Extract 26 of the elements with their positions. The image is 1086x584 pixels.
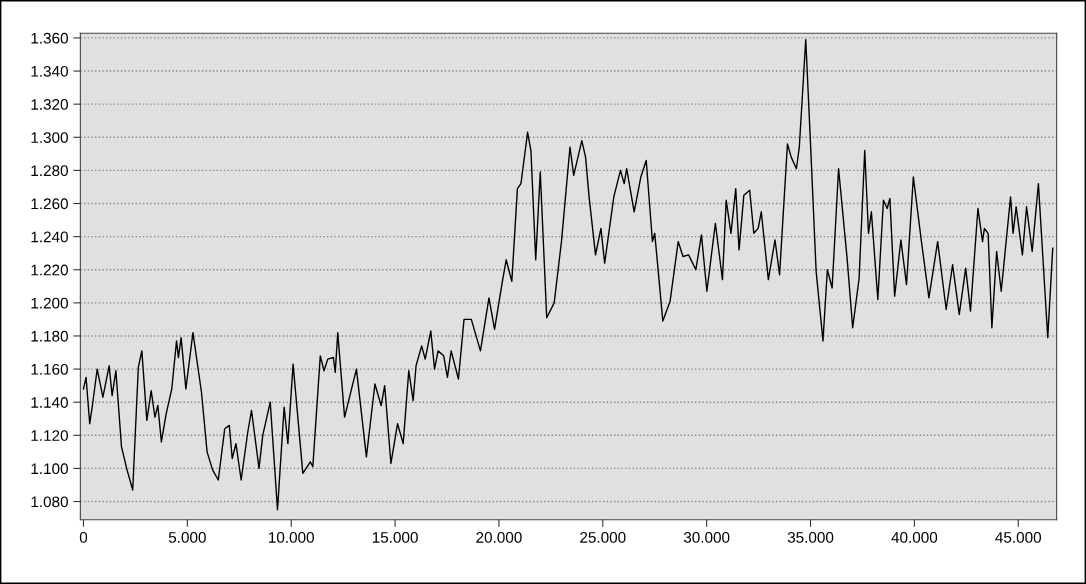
y-tick-label: 1.220 (31, 264, 68, 276)
y-tick-label: 1.100 (31, 463, 68, 475)
x-tick-label: 15.000 (372, 531, 418, 543)
x-tick-label: 35.000 (787, 531, 834, 543)
y-tick-label: 1.080 (31, 496, 68, 508)
y-tick-label: 1.280 (31, 165, 68, 177)
y-tick-label: 1.340 (31, 65, 68, 77)
y-tick-label: 1.160 (31, 363, 68, 375)
y-tick-label: 1.120 (31, 430, 68, 441)
x-tick-label: 30.000 (683, 531, 730, 543)
y-tick-label: 1.180 (31, 330, 68, 342)
y-tick-label: 1.260 (31, 198, 68, 210)
x-tick-label: 5.000 (168, 531, 206, 543)
y-tick-label: 1.300 (31, 132, 68, 143)
x-tick-label: 40.000 (891, 531, 938, 543)
line-series (82, 38, 1054, 511)
y-tick-label: 1.320 (31, 99, 68, 110)
y-tick-label: 1.240 (31, 231, 68, 243)
y-tick-label: 1.200 (31, 297, 68, 309)
y-tick-label: 1.140 (31, 397, 68, 408)
x-tick-label: 0 (79, 531, 88, 543)
y-tick-label: 1.360 (31, 32, 68, 44)
x-tick-label: 45.000 (995, 531, 1042, 543)
x-tick-label: 20.000 (476, 531, 522, 543)
x-tick-label: 25.000 (580, 531, 626, 543)
x-tick-label: 10.000 (269, 531, 314, 543)
